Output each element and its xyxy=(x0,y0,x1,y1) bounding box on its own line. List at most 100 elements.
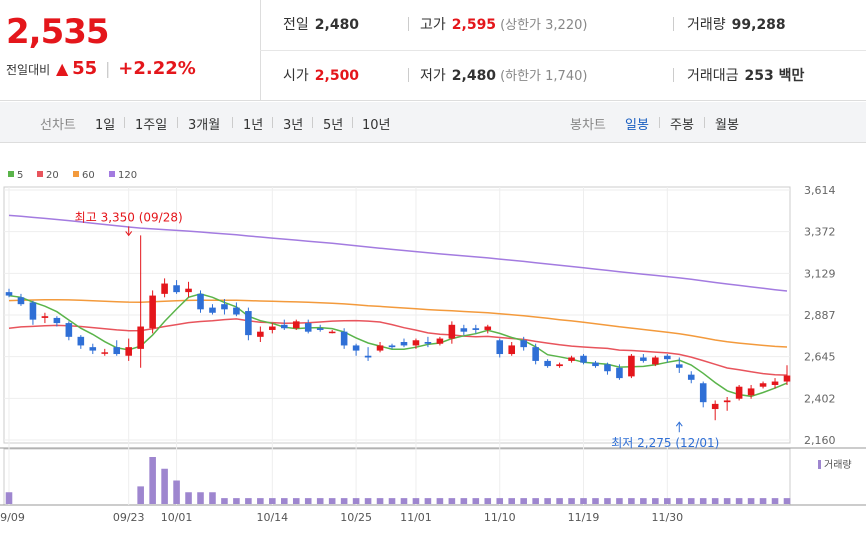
tab-daily[interactable]: 일봉 xyxy=(625,118,649,133)
tab-candle-chart[interactable]: 봉차트 xyxy=(570,118,606,133)
volume-bar xyxy=(400,498,408,504)
candle-body xyxy=(616,367,623,379)
open-price: 시가 2,500 xyxy=(283,65,359,85)
y-tick-label: 2,160 xyxy=(804,434,836,447)
candle-body xyxy=(783,375,791,382)
volume-bar xyxy=(628,498,635,504)
amount-stat: 거래대금 253 백만 xyxy=(687,65,804,85)
volume-bar xyxy=(520,498,527,504)
volume-bar xyxy=(723,498,731,504)
tab-monthly[interactable]: 월봉 xyxy=(715,118,739,133)
prev-close-label: 전일 xyxy=(283,17,309,33)
tab-line-chart[interactable]: 선차트 xyxy=(40,118,76,133)
volume-bar xyxy=(257,498,264,504)
candle-body xyxy=(640,357,647,361)
candle-body xyxy=(173,285,180,293)
amount-value: 253 백만 xyxy=(744,68,805,84)
x-tick-label: 11/30 xyxy=(651,511,683,524)
candle-body xyxy=(711,403,719,410)
candle-body xyxy=(77,336,85,346)
volume-bar xyxy=(269,498,276,504)
candle-body xyxy=(65,323,73,337)
legend-swatch xyxy=(37,171,43,177)
candle-body xyxy=(604,364,611,372)
candle-body xyxy=(592,362,599,367)
volume-bar xyxy=(652,498,659,504)
candle-body xyxy=(17,297,25,305)
candle-body xyxy=(281,324,288,329)
candle-body xyxy=(556,364,563,367)
tab-weekly[interactable]: 주봉 xyxy=(670,118,694,133)
tab-1w[interactable]: 1주일 xyxy=(135,118,168,133)
candle-body xyxy=(687,374,695,380)
candle-body xyxy=(340,331,348,346)
volume-bar xyxy=(424,498,432,504)
y-tick-label: 2,645 xyxy=(804,351,836,364)
divider xyxy=(312,117,313,128)
tab-5y[interactable]: 5년 xyxy=(323,118,344,133)
volume-bar xyxy=(197,492,204,504)
current-price: 2,535 xyxy=(6,12,110,52)
candle-body xyxy=(628,355,635,377)
candle-body xyxy=(723,400,731,403)
tab-1y[interactable]: 1년 xyxy=(243,118,264,133)
candle-body xyxy=(400,341,408,346)
divider xyxy=(260,50,866,51)
tab-3y[interactable]: 3년 xyxy=(283,118,304,133)
legend-label: 120 xyxy=(118,170,137,181)
candle-body xyxy=(568,357,575,361)
candle-body xyxy=(508,345,515,355)
x-tick-label: 09/23 xyxy=(113,511,145,524)
volume-bar xyxy=(137,486,144,504)
x-tick-label: 09/09 xyxy=(0,511,25,524)
volume-bar xyxy=(675,498,683,504)
volume-bar xyxy=(233,498,240,504)
legend-swatch xyxy=(109,171,115,177)
volume-bar xyxy=(5,492,13,504)
volume-bar xyxy=(221,498,228,504)
lower-limit: (하한가 1,740) xyxy=(500,69,588,84)
volume-bar xyxy=(281,498,288,504)
tab-10y[interactable]: 10년 xyxy=(362,118,391,133)
y-tick-label: 3,614 xyxy=(804,184,836,197)
candle-body xyxy=(304,323,312,332)
candle-body xyxy=(364,355,372,358)
low-arrow-head xyxy=(675,421,683,427)
volume-label: 거래량 xyxy=(687,17,726,33)
volume-bar xyxy=(604,498,611,504)
volume-bar xyxy=(640,498,647,504)
ma120-line xyxy=(8,214,788,292)
high-price: 고가 2,595 (상한가 3,220) xyxy=(420,14,587,34)
tab-1d[interactable]: 1일 xyxy=(95,118,116,133)
tab-3m[interactable]: 3개월 xyxy=(188,118,221,133)
quote-header: 2,535 전일대비 ▲ 55 | +2.22% 전일 2,480 고가 2,595… xyxy=(0,0,866,101)
high-value: 2,595 xyxy=(451,17,497,33)
legend-swatch xyxy=(8,171,14,177)
x-tick-label: 11/01 xyxy=(400,511,432,524)
candle-body xyxy=(735,386,743,399)
ma5-line xyxy=(8,293,788,398)
volume-bar xyxy=(568,498,575,504)
candle-body xyxy=(197,293,204,310)
ma20-line xyxy=(8,318,788,376)
volume-bar xyxy=(532,498,539,504)
x-tick-label: 10/14 xyxy=(256,511,288,524)
divider xyxy=(408,68,409,82)
candle-body xyxy=(101,352,109,354)
change-percent: +2.22% xyxy=(118,58,196,79)
divider xyxy=(232,117,233,128)
y-tick-label: 2,402 xyxy=(804,392,836,405)
divider xyxy=(673,17,674,31)
candle-body xyxy=(352,345,360,351)
candle-body xyxy=(652,357,659,365)
candle-body xyxy=(424,341,432,344)
volume-bar xyxy=(448,498,456,504)
divider xyxy=(704,117,705,128)
divider xyxy=(177,117,178,128)
x-tick-label: 10/25 xyxy=(340,511,372,524)
up-triangle-icon: ▲ xyxy=(56,59,69,78)
legend-label: 20 xyxy=(46,170,59,181)
divider xyxy=(659,117,660,128)
divider xyxy=(408,17,409,31)
candle-body xyxy=(53,317,61,324)
